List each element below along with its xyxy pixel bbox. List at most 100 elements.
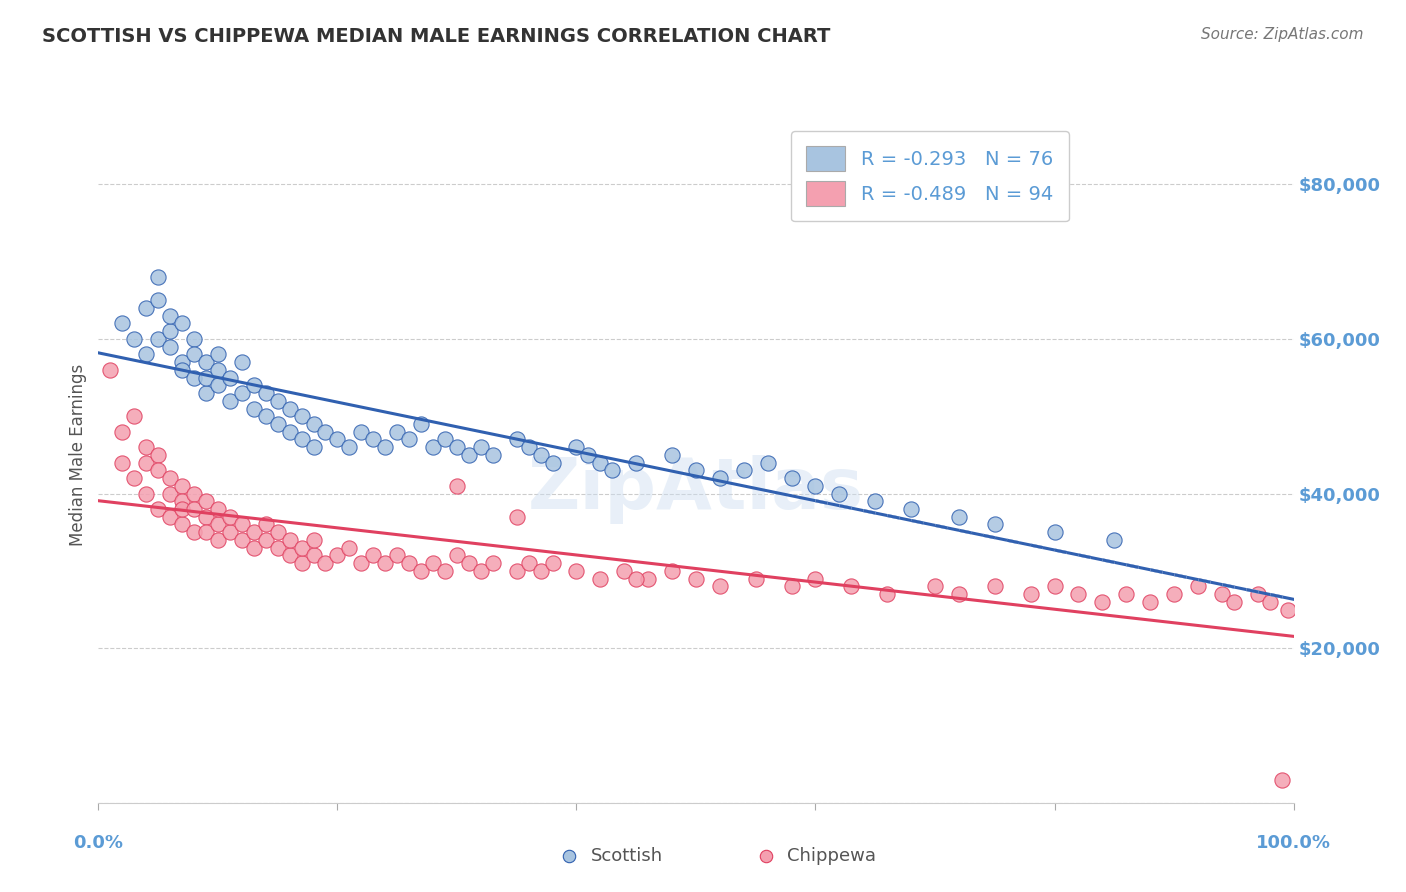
Point (159, 486, 181, 500)
Point (135, 301, 157, 315)
Point (267, 417, 290, 431)
Point (1102, 533, 1125, 547)
Point (207, 533, 229, 547)
Point (637, 572, 659, 586)
Point (804, 572, 827, 586)
Point (159, 471, 181, 485)
Point (411, 564, 433, 578)
Point (315, 425, 337, 439)
Point (1187, 579, 1209, 593)
Point (506, 509, 529, 524)
Point (290, 433, 312, 447)
Point (243, 378, 266, 392)
Point (148, 293, 170, 308)
Point (661, 448, 683, 462)
Point (529, 448, 551, 462)
Point (183, 502, 205, 516)
Point (1019, 587, 1042, 601)
Point (709, 471, 731, 485)
Point (124, 409, 146, 424)
Point (685, 463, 707, 477)
Point (506, 564, 529, 578)
Point (876, 587, 898, 601)
Point (1222, 595, 1246, 609)
Point (135, 440, 157, 454)
Point (194, 370, 217, 384)
Point (1271, 772, 1294, 787)
Point (315, 556, 337, 570)
Point (576, 448, 599, 462)
Point (374, 556, 396, 570)
Point (398, 433, 420, 447)
Point (219, 525, 242, 540)
Point (350, 556, 373, 570)
Point (565, 440, 588, 454)
Point (517, 440, 540, 454)
Point (243, 401, 266, 416)
Text: 0.0%: 0.0% (73, 834, 124, 852)
Point (148, 448, 170, 462)
Point (231, 517, 253, 532)
Point (589, 456, 612, 470)
Point (863, 494, 886, 508)
Point (243, 525, 266, 540)
Point (470, 440, 492, 454)
Point (948, 509, 970, 524)
Point (159, 324, 181, 338)
Point (278, 425, 301, 439)
Point (326, 433, 349, 447)
Point (183, 525, 205, 540)
Point (948, 587, 970, 601)
Text: Source: ZipAtlas.com: Source: ZipAtlas.com (1201, 27, 1364, 42)
Point (183, 486, 205, 500)
Point (1211, 587, 1233, 601)
Point (600, 463, 623, 477)
Point (148, 463, 170, 477)
Point (1246, 587, 1268, 601)
Point (326, 549, 349, 563)
Point (231, 355, 253, 369)
Point (254, 386, 277, 401)
Point (529, 564, 551, 578)
Point (385, 549, 409, 563)
Point (148, 332, 170, 346)
Point (624, 572, 647, 586)
Point (302, 549, 325, 563)
Point (506, 433, 529, 447)
Point (290, 556, 312, 570)
Point (194, 386, 217, 401)
Point (219, 509, 242, 524)
Point (148, 270, 170, 285)
Point (231, 533, 253, 547)
Point (159, 509, 181, 524)
Point (183, 332, 205, 346)
Point (278, 549, 301, 563)
Point (517, 556, 540, 570)
Point (207, 347, 229, 361)
Point (1115, 587, 1137, 601)
Point (780, 471, 803, 485)
Point (172, 502, 194, 516)
Point (1139, 595, 1161, 609)
Point (1277, 602, 1299, 616)
Point (1067, 587, 1090, 601)
Point (159, 340, 181, 354)
Point (302, 417, 325, 431)
Point (254, 517, 277, 532)
Point (124, 471, 146, 485)
Point (207, 502, 229, 516)
Point (207, 517, 229, 532)
Legend: R = -0.293   N = 76, R = -0.489   N = 94: R = -0.293 N = 76, R = -0.489 N = 94 (790, 130, 1069, 221)
Point (745, 572, 768, 586)
Point (194, 509, 217, 524)
Point (433, 433, 456, 447)
Point (755, 849, 778, 863)
Text: ZipAtlas: ZipAtlas (529, 455, 863, 524)
Point (194, 494, 217, 508)
Point (159, 309, 181, 323)
Point (685, 572, 707, 586)
Point (278, 533, 301, 547)
Point (733, 463, 755, 477)
Point (458, 556, 481, 570)
Point (124, 332, 146, 346)
